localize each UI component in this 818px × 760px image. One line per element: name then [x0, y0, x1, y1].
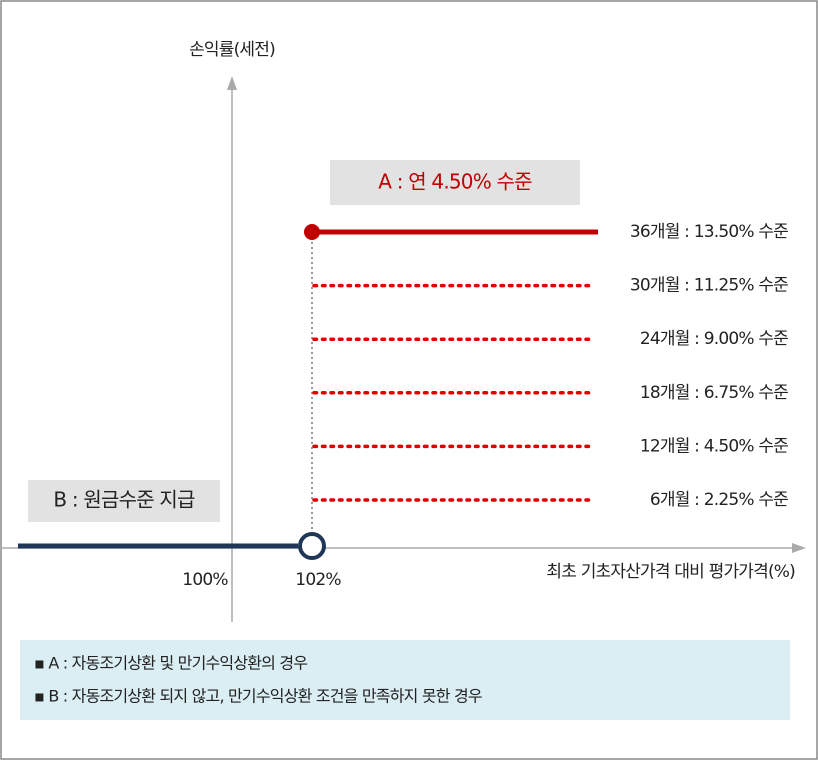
level-label: 12개월 : 4.50% 수준 — [640, 436, 788, 456]
note: ▪ A : 자동조기상환 및 만기수익상환의 경우 — [34, 654, 307, 673]
level-label: 6개월 : 2.25% 수준 — [650, 490, 788, 510]
level-label: 30개월 : 11.25% 수준 — [630, 276, 788, 296]
a-box — [330, 160, 580, 205]
note: ▪ B : 자동조기상환 되지 않고, 만기수익상환 조건을 만족하지 못한 경… — [34, 687, 482, 706]
x-axis-arrow — [792, 543, 806, 553]
x-axis-label: 최초 기초자산가격 대비 평가가격(%) — [546, 562, 795, 582]
b-box-text: B : 원금수준 지급 — [53, 488, 195, 512]
x-label: 100% — [182, 570, 228, 590]
b-open-dot — [298, 532, 326, 560]
level-label: 18개월 : 6.75% 수준 — [640, 383, 788, 403]
level-label: 24개월 : 9.00% 수준 — [640, 329, 788, 349]
a-dot — [304, 224, 320, 240]
notes-box — [20, 640, 790, 720]
b-box — [28, 480, 220, 522]
level-label: 36개월 : 13.50% 수준 — [630, 222, 788, 242]
x-label: 102% — [295, 570, 341, 590]
y-axis-label: 손익률(세전) — [189, 40, 275, 60]
levels: 36개월 : 13.50% 수준 30개월 : 11.25% 수준 24개월 : 9… — [312, 222, 789, 510]
a-box-text: A : 연 4.50% 수준 — [378, 170, 532, 194]
y-axis-arrow — [227, 76, 237, 90]
